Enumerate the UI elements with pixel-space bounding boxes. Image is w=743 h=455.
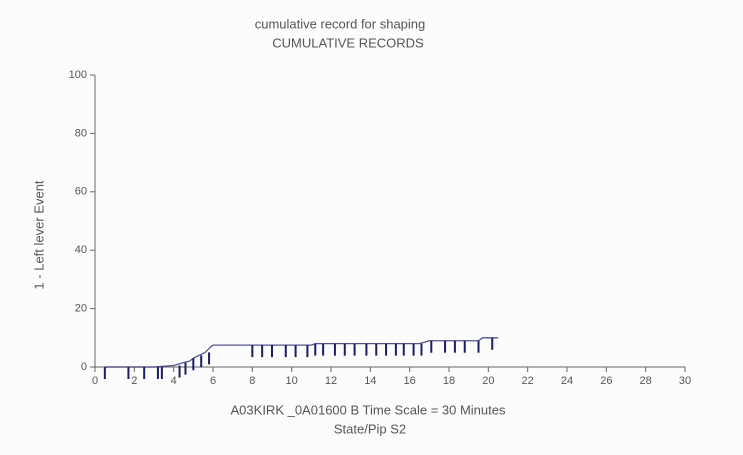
x-tick-label: 6	[210, 375, 216, 387]
x-tick-label: 14	[364, 375, 376, 387]
x-tick-label: 8	[249, 375, 255, 387]
x-tick-label: 2	[131, 375, 137, 387]
y-tick-label: 20	[75, 303, 87, 315]
x-tick-label: 12	[325, 375, 337, 387]
y-tick-label: 100	[69, 69, 87, 81]
chart-title: cumulative record for shaping	[255, 16, 426, 31]
x-axis-label: A03KIRK _0A01600 B Time Scale = 30 Minut…	[231, 402, 506, 417]
y-tick-label: 80	[75, 127, 87, 139]
x-tick-label: 22	[522, 375, 534, 387]
y-axis-label: 1 - Left lever Event	[31, 180, 46, 289]
x-tick-label: 16	[404, 375, 416, 387]
x-axis-label-2: State/Pip S2	[334, 421, 406, 436]
x-tick-label: 24	[561, 375, 573, 387]
cumulative-line	[104, 337, 499, 368]
x-tick-label: 28	[640, 375, 652, 387]
x-tick-label: 30	[679, 375, 691, 387]
x-tick-label: 10	[286, 375, 298, 387]
x-tick-label: 18	[443, 375, 455, 387]
x-tick-label: 0	[92, 375, 98, 387]
y-tick-label: 0	[81, 361, 87, 373]
x-tick-label: 26	[600, 375, 612, 387]
y-tick-label: 60	[75, 186, 87, 198]
y-tick-label: 40	[75, 244, 87, 256]
x-tick-label: 4	[171, 375, 177, 387]
x-tick-label: 20	[482, 375, 494, 387]
chart-subtitle: CUMULATIVE RECORDS	[272, 35, 424, 50]
